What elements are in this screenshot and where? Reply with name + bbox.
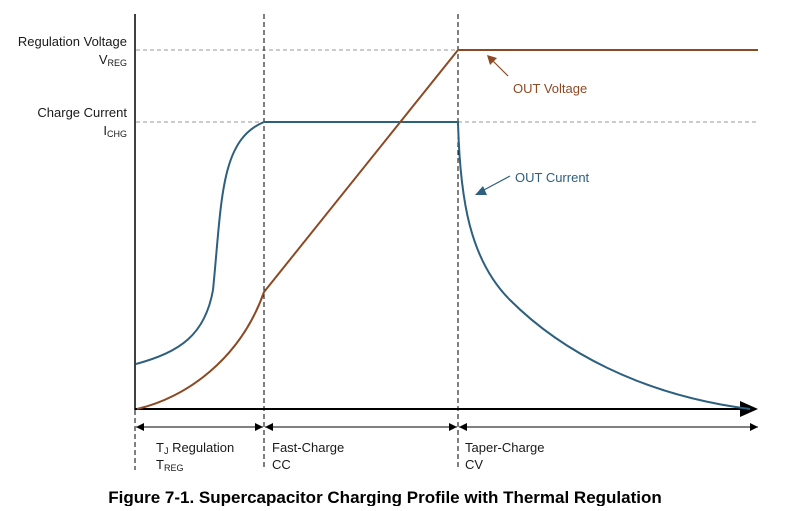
phase-cc-label: CC [272,457,291,472]
phase-tj-regulation-label: TJ Regulation [156,440,234,456]
regulation-voltage-label: Regulation Voltage [18,34,127,49]
out-current-pointer-head [475,186,487,195]
out-current-label: OUT Current [515,170,590,185]
figure-caption: Figure 7-1. Supercapacitor Charging Prof… [108,488,662,506]
ichg-label: ICHG [103,123,127,139]
phase-treg-label: TREG [156,457,183,473]
out-voltage-label: OUT Voltage [513,81,587,96]
out-current-pointer [481,175,511,192]
out-voltage-pointer-head [487,55,497,65]
out-voltage-pointer [491,59,509,77]
out-current-curve [135,121,751,410]
charge-current-label: Charge Current [37,105,127,120]
phase-fast-charge-label: Fast-Charge [272,440,344,455]
out-voltage-curve [136,49,758,410]
phase-taper-charge-label: Taper-Charge [465,440,545,455]
phase-cv-label: CV [465,457,483,472]
vreg-label: VREG [99,52,127,68]
